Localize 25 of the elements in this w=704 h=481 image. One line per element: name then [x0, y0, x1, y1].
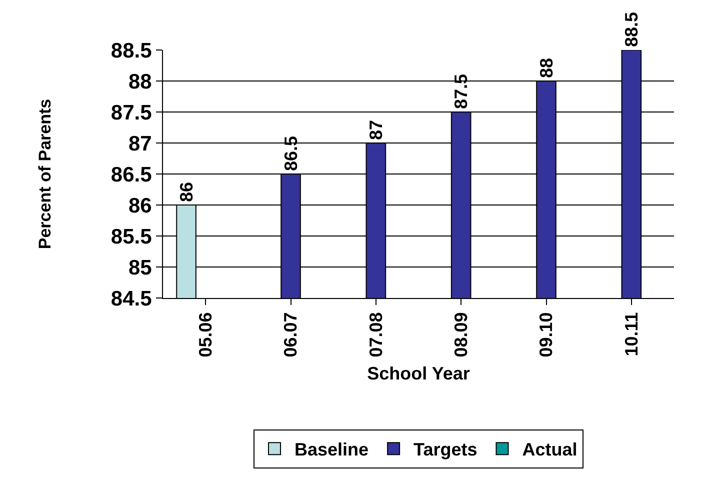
data-label: 88	[536, 58, 556, 78]
y-tick-label: 85.5	[110, 225, 152, 248]
y-tick-label: 84.5	[110, 287, 152, 310]
data-label: 87	[366, 120, 386, 140]
x-tick-label: 10.11	[621, 312, 642, 356]
x-tick-label: 08.09	[450, 312, 471, 358]
legend-label: Baseline	[294, 440, 369, 460]
y-axis-title: Percent of Parents	[35, 98, 54, 250]
x-axis-title: School Year	[367, 363, 470, 384]
legend-label: Targets	[414, 440, 478, 460]
x-tick-label: 06.07	[280, 312, 301, 358]
x-tick-label: 05.06	[195, 312, 216, 358]
y-tick-label: 87	[128, 132, 152, 156]
y-tick-label: 87.5	[110, 101, 152, 124]
y-tick-label: 86.5	[110, 163, 152, 186]
data-label: 86.5	[280, 136, 301, 171]
x-tick-label: 09.10	[536, 312, 556, 358]
data-label: 88.5	[621, 12, 642, 47]
x-tick-label: 07.08	[366, 312, 386, 358]
y-tick-label: 88.5	[110, 39, 152, 62]
y-tick-label: 86	[128, 194, 152, 218]
legend-label: Actual	[522, 440, 578, 460]
y-tick-label: 85	[128, 256, 152, 280]
data-label: 86	[176, 182, 196, 202]
y-tick-label: 88	[128, 70, 152, 94]
